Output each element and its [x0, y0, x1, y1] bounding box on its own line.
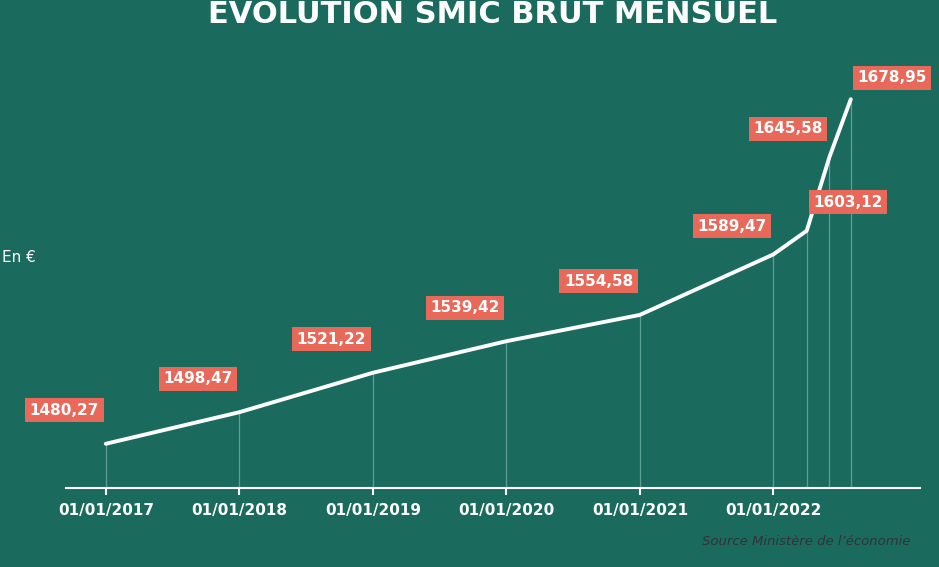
Text: 1521,22: 1521,22 — [297, 332, 366, 347]
Text: 1645,58: 1645,58 — [753, 121, 823, 136]
Text: 1589,47: 1589,47 — [698, 219, 766, 234]
Text: Source Ministère de l’économie: Source Ministère de l’économie — [702, 535, 911, 548]
Text: 1498,47: 1498,47 — [163, 371, 233, 386]
Text: 1539,42: 1539,42 — [430, 300, 500, 315]
Text: En €: En € — [2, 250, 36, 265]
Text: 1480,27: 1480,27 — [30, 403, 100, 418]
Text: 1554,58: 1554,58 — [564, 274, 633, 289]
Text: 1678,95: 1678,95 — [857, 70, 927, 86]
Text: 1603,12: 1603,12 — [813, 195, 883, 210]
Title: EVOLUTION SMIC BRUT MENSUEL: EVOLUTION SMIC BRUT MENSUEL — [208, 0, 777, 29]
